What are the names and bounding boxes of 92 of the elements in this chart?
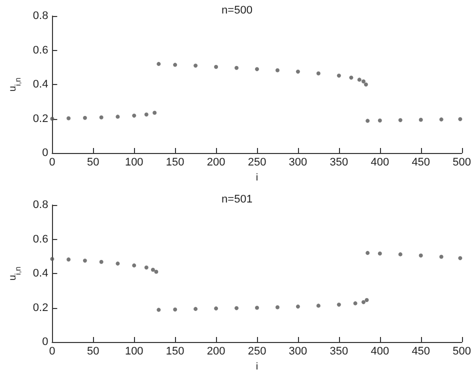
point <box>458 256 462 260</box>
point <box>214 306 218 310</box>
chart-title: n=501 <box>222 194 252 206</box>
point <box>357 78 362 82</box>
x-tick-label: 300 <box>288 346 308 358</box>
point <box>50 256 54 261</box>
x-tick-label: 450 <box>412 346 430 358</box>
x-tick-label: 150 <box>166 156 184 168</box>
x-tick-label: 350 <box>330 156 348 168</box>
point <box>418 118 423 122</box>
point <box>439 254 444 259</box>
point <box>296 304 300 309</box>
point <box>275 68 280 72</box>
x-tick-label: 100 <box>124 156 144 168</box>
point <box>336 74 341 78</box>
point <box>353 301 358 306</box>
point <box>82 116 87 120</box>
x-tick-label: 250 <box>248 346 266 358</box>
point <box>255 306 260 310</box>
point <box>255 67 260 72</box>
point <box>366 250 370 255</box>
point <box>366 118 370 123</box>
point <box>194 64 198 68</box>
x-tick-label: 500 <box>452 156 472 168</box>
point <box>336 302 341 307</box>
point <box>234 306 239 310</box>
y-tick-label: 0.4 <box>32 78 48 90</box>
point <box>214 64 218 69</box>
point <box>234 66 239 70</box>
x-tick-label: 50 <box>87 346 100 358</box>
y-axis-title: ui,n <box>8 77 22 92</box>
point <box>82 258 87 263</box>
x-tick-label: 400 <box>370 346 390 358</box>
x-tick-label: 250 <box>248 156 266 168</box>
x-tick-label: 400 <box>370 156 390 168</box>
point <box>364 298 369 302</box>
point <box>132 263 136 268</box>
y-tick-label: 0.8 <box>32 10 48 22</box>
point <box>150 268 155 272</box>
point <box>458 117 462 122</box>
x-tick-label: 350 <box>330 346 348 358</box>
point <box>99 260 104 264</box>
point <box>194 306 198 311</box>
point <box>66 116 71 120</box>
chart-title: n=500 <box>222 4 252 16</box>
point <box>116 262 120 266</box>
point <box>296 70 300 74</box>
y-tick-label: 0.4 <box>32 268 48 280</box>
point <box>378 118 382 122</box>
point <box>316 304 320 308</box>
point <box>144 266 148 270</box>
point <box>398 252 402 256</box>
x-tick-label: 200 <box>206 346 226 358</box>
y-axis-title: ui,n <box>8 266 22 281</box>
point <box>156 62 161 66</box>
point <box>439 117 444 122</box>
point <box>173 62 178 67</box>
point <box>144 112 148 116</box>
x-tick-label: 300 <box>288 156 308 168</box>
point <box>364 82 368 86</box>
y-tick-label: 0 <box>42 336 48 348</box>
y-tick-label: 0.6 <box>32 233 48 246</box>
point <box>362 79 366 84</box>
x-tick-label: 500 <box>452 346 472 358</box>
point <box>66 257 71 262</box>
x-axis-title: i <box>256 172 258 184</box>
y-tick-label: 0 <box>42 147 48 159</box>
point <box>132 114 136 118</box>
x-tick-label: 50 <box>87 156 100 168</box>
point <box>398 118 402 122</box>
point <box>152 110 157 115</box>
point <box>275 305 280 310</box>
x-tick-label: 100 <box>124 346 144 358</box>
y-tick-label: 0.8 <box>32 199 48 211</box>
y-tick-label: 0.6 <box>32 44 48 56</box>
point <box>349 76 354 80</box>
x-tick-label: 150 <box>166 346 184 358</box>
point <box>116 114 120 119</box>
x-tick-label: 450 <box>412 156 430 168</box>
point <box>378 251 382 256</box>
y-tick-label: 0.2 <box>32 302 48 314</box>
x-tick-label: 200 <box>206 156 226 168</box>
point <box>50 116 54 121</box>
point <box>362 300 366 304</box>
point <box>418 254 423 258</box>
point <box>156 308 161 312</box>
point <box>316 71 320 76</box>
point <box>173 307 178 312</box>
x-axis-title: i <box>256 362 258 372</box>
y-tick-label: 0.2 <box>32 112 48 125</box>
point <box>154 270 158 274</box>
point <box>99 115 104 120</box>
